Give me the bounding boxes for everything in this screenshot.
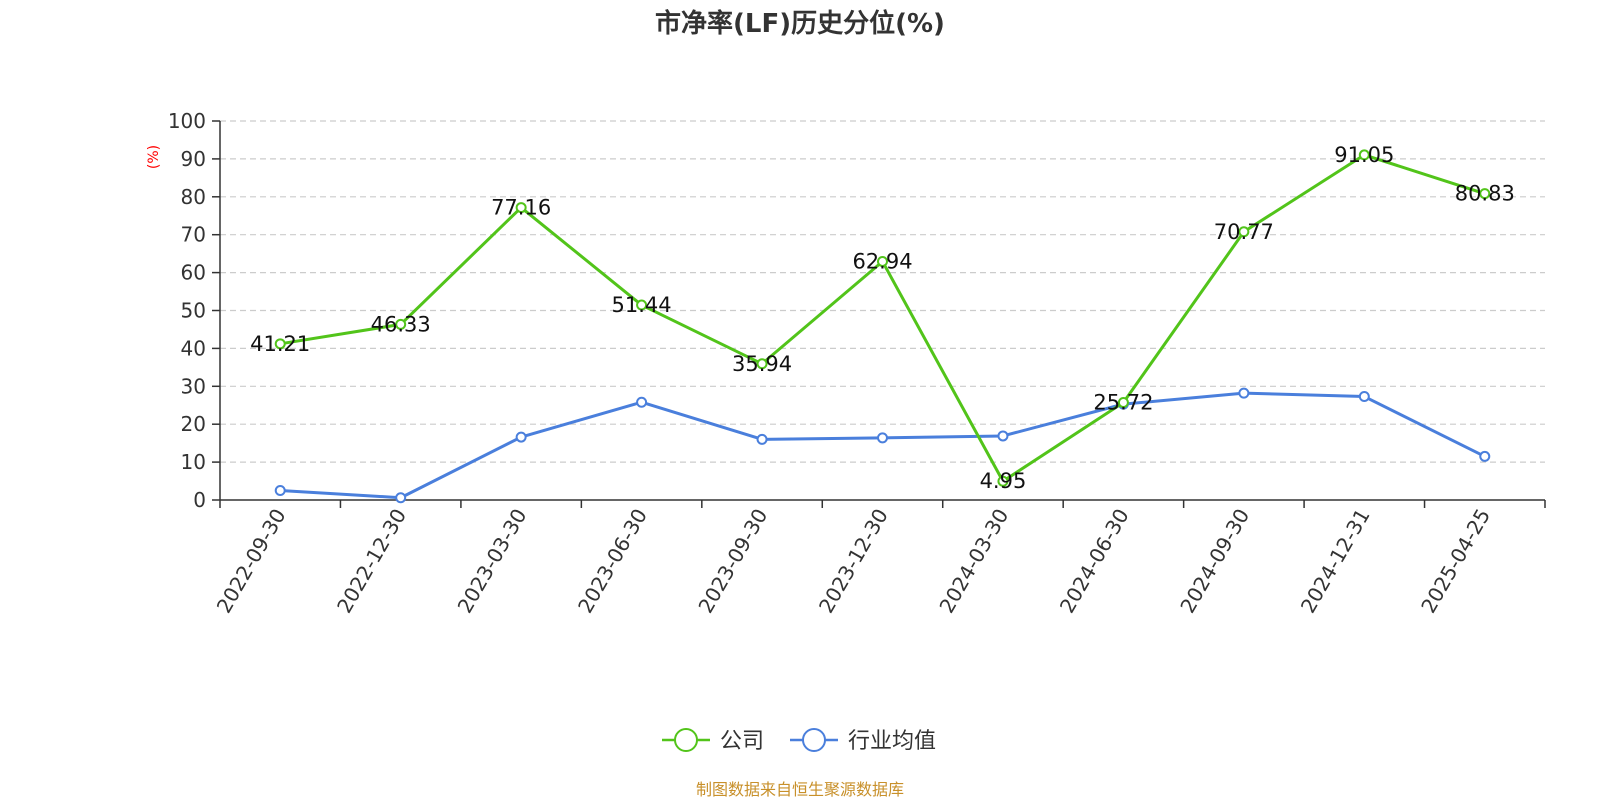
legend-marker-icon (802, 728, 826, 752)
y-tick-label: 100 (168, 109, 206, 133)
y-axis-label: (%) (146, 145, 162, 169)
data-label: 80.83 (1455, 182, 1515, 206)
data-point[interactable] (395, 492, 407, 504)
x-tick-label: 2023-12-30 (814, 505, 893, 618)
data-point[interactable] (997, 475, 1009, 487)
data-label: 77.16 (491, 196, 551, 220)
x-tick-label: 2024-03-30 (934, 505, 1013, 618)
data-label: 25.72 (1093, 391, 1153, 415)
y-tick-label: 20 (181, 412, 206, 436)
data-point[interactable] (636, 396, 648, 408)
data-point[interactable] (1479, 450, 1491, 462)
x-tick-label: 2023-06-30 (573, 505, 652, 618)
legend-label: 公司 (720, 729, 764, 754)
x-axis-ticks: 2022-09-30 2022-12-30 2023-03-30 2023-06-30… (212, 500, 1546, 618)
data-point[interactable] (756, 358, 768, 370)
data-point[interactable] (1479, 188, 1491, 200)
data-point[interactable] (756, 433, 768, 445)
data-point[interactable] (1358, 391, 1370, 403)
data-point[interactable] (1238, 226, 1250, 238)
series-line (280, 391, 1486, 500)
series-line (279, 153, 1486, 483)
series-group: 41.21 46.33 77.16 51.44 35.94 62.94 4.95 25.72 7… (250, 143, 1515, 504)
data-point[interactable] (877, 255, 888, 267)
data-label: 62.94 (852, 249, 912, 273)
x-tick-label: 2025-04-25 (1416, 505, 1495, 618)
data-label: 46.33 (371, 312, 431, 336)
data-label: 91.05 (1334, 143, 1394, 167)
y-tick-label: 50 (181, 299, 206, 323)
data-point[interactable] (1358, 149, 1370, 161)
data-label: 35.94 (732, 352, 792, 376)
data-point[interactable] (877, 432, 888, 444)
legend-marker-icon (674, 728, 698, 752)
data-point[interactable] (274, 485, 286, 497)
x-tick-label: 2023-03-30 (453, 505, 532, 618)
y-tick-label: 10 (181, 450, 206, 474)
source-note: 制图数据来自恒生聚源数据库 (696, 780, 904, 799)
data-point[interactable] (395, 318, 407, 330)
legend-item[interactable]: 行业均值 (790, 728, 936, 754)
y-tick-label: 80 (181, 185, 206, 209)
y-tick-label: 40 (181, 336, 206, 360)
data-label: 51.44 (612, 293, 672, 317)
x-tick-label: 2024-09-30 (1175, 505, 1254, 618)
y-axis-ticks: 0 10 20 30 40 50 60 70 80 90 100 (168, 109, 220, 512)
data-point[interactable] (1117, 397, 1129, 409)
legend[interactable]: 公司 行业均值 (662, 728, 936, 754)
data-point[interactable] (515, 431, 527, 443)
x-tick-label: 2024-12-31 (1296, 505, 1375, 618)
legend-label: 行业均值 (848, 729, 936, 754)
y-tick-label: 30 (181, 374, 206, 398)
data-label: 4.95 (980, 469, 1027, 493)
x-tick-label: 2022-09-30 (212, 505, 291, 618)
grid-lines (220, 120, 1545, 463)
series-1 (274, 387, 1491, 504)
y-tick-label: 70 (181, 223, 206, 247)
series-0: 41.21 46.33 77.16 51.44 35.94 62.94 4.95 25.72 7… (250, 143, 1515, 493)
data-point[interactable] (1238, 387, 1250, 399)
data-label: 70.77 (1214, 220, 1274, 244)
y-tick-label: 60 (181, 261, 206, 285)
data-point[interactable] (636, 299, 648, 311)
data-point[interactable] (515, 202, 527, 214)
x-tick-label: 2023-09-30 (693, 505, 772, 618)
data-point[interactable] (274, 338, 286, 350)
y-tick-label: 0 (193, 488, 206, 512)
data-label: 41.21 (250, 332, 310, 356)
x-tick-label: 2022-12-30 (332, 505, 411, 618)
data-point[interactable] (997, 430, 1009, 442)
y-tick-label: 90 (181, 147, 206, 171)
x-tick-label: 2024-06-30 (1055, 505, 1134, 618)
chart-title: 市净率(LF)历史分位(%) (655, 8, 945, 39)
legend-item[interactable]: 公司 (662, 728, 764, 754)
